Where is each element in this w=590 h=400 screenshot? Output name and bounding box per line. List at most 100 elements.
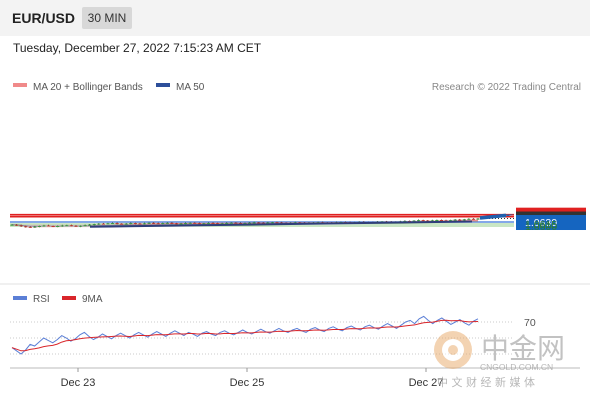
candle	[19, 224, 23, 227]
rsi-line	[11, 315, 479, 355]
rsi-tick-70: 70	[524, 317, 536, 329]
candle	[211, 222, 215, 224]
candle	[83, 224, 87, 227]
timestamp: Tuesday, December 27, 2022 7:15:23 AM CE…	[13, 41, 262, 55]
candle-body	[74, 225, 78, 227]
candle	[266, 221, 270, 224]
candle	[78, 225, 83, 228]
candle	[439, 219, 444, 222]
candle-body	[412, 220, 416, 222]
brand-site: CNGOLD.COM.CN	[480, 362, 553, 372]
legend-swatch-ma50	[156, 83, 170, 87]
brand-cn: 中金网	[481, 332, 565, 365]
candle-body	[24, 226, 28, 228]
candle-body	[275, 222, 279, 224]
candle	[124, 223, 128, 225]
candle	[142, 222, 147, 225]
candle-body	[206, 222, 211, 224]
candle	[56, 225, 60, 228]
candle-body	[439, 220, 444, 222]
candle	[257, 222, 261, 224]
candle	[225, 222, 229, 225]
candle	[417, 219, 421, 222]
candle-body	[110, 223, 115, 225]
candle-body	[426, 220, 430, 222]
candle-body	[129, 223, 133, 225]
candle-body	[56, 226, 60, 227]
candle-body	[184, 223, 188, 225]
candle-body	[69, 225, 73, 227]
candle	[193, 222, 197, 224]
candle	[51, 225, 55, 228]
candle	[161, 222, 165, 225]
candle	[152, 222, 156, 225]
candle	[69, 224, 73, 227]
candle	[92, 223, 96, 226]
forecast-arrow	[479, 213, 514, 220]
candle-body	[165, 222, 169, 224]
candle	[115, 222, 119, 225]
candle	[202, 222, 206, 225]
candle-body	[92, 224, 96, 226]
legend-9ma: 9MA	[82, 294, 103, 305]
x-tick-label: Dec 23	[61, 377, 96, 389]
x-axis-ticks: Dec 23 Dec 25 Dec 27	[61, 368, 443, 389]
candle-body	[458, 219, 462, 221]
legend-ma20: MA 20 + Bollinger Bands	[33, 82, 143, 93]
candle	[147, 222, 151, 225]
candle-body	[37, 226, 42, 227]
candle-body	[435, 220, 439, 222]
candle-body	[220, 223, 224, 225]
candle	[24, 225, 28, 228]
timeframe-badge[interactable]: 30 MIN	[82, 7, 132, 29]
cngold-watermark: 中金网 CNGOLD.COM.CN 中 文 财 经 新 媒 体	[434, 331, 565, 389]
candle-body	[78, 225, 83, 227]
candle-body	[471, 218, 476, 220]
candle	[42, 224, 46, 227]
candle-body	[188, 222, 192, 224]
candle	[101, 222, 105, 225]
candle-body	[293, 222, 297, 224]
level-label-1-0600: 1.0600	[525, 221, 557, 233]
candle	[476, 218, 480, 220]
candle-body	[97, 223, 101, 225]
candle-body	[106, 223, 110, 225]
symbol-label: EUR/USD	[12, 10, 76, 26]
candle-body	[257, 222, 261, 224]
candle-body	[19, 225, 23, 227]
rsi-panel: 70	[10, 315, 536, 355]
candle	[10, 224, 14, 226]
candle-body	[33, 226, 37, 228]
candle	[215, 222, 220, 225]
candle	[65, 224, 69, 227]
legend-swatch-9ma	[62, 296, 76, 300]
candle-body	[161, 223, 165, 225]
candle	[60, 224, 64, 227]
candle	[37, 225, 42, 228]
chart-area: MA 20 + Bollinger Bands MA 50 Research ©…	[0, 82, 590, 389]
candle-body	[243, 223, 247, 225]
candle-body	[279, 222, 284, 224]
candle	[174, 222, 179, 225]
candle-body	[430, 220, 434, 222]
level-tag-1-0630	[516, 215, 586, 231]
level-label-1-0630: 1.0630	[525, 217, 557, 229]
candle	[74, 225, 78, 227]
legend-swatch-rsi	[13, 296, 27, 300]
candle	[179, 222, 183, 225]
candle-body	[193, 222, 197, 224]
candle	[156, 222, 160, 225]
candle-body	[88, 224, 92, 226]
candle	[275, 221, 279, 224]
candle	[471, 218, 476, 220]
candle	[120, 223, 124, 225]
candle	[206, 222, 211, 225]
candle	[458, 218, 462, 221]
legend-swatch-ma20	[13, 83, 27, 87]
candle-body	[147, 222, 151, 224]
candle-body	[261, 222, 265, 224]
candle-body	[174, 223, 179, 225]
candle-body	[467, 218, 471, 220]
x-tick-label: Dec 25	[230, 377, 265, 389]
